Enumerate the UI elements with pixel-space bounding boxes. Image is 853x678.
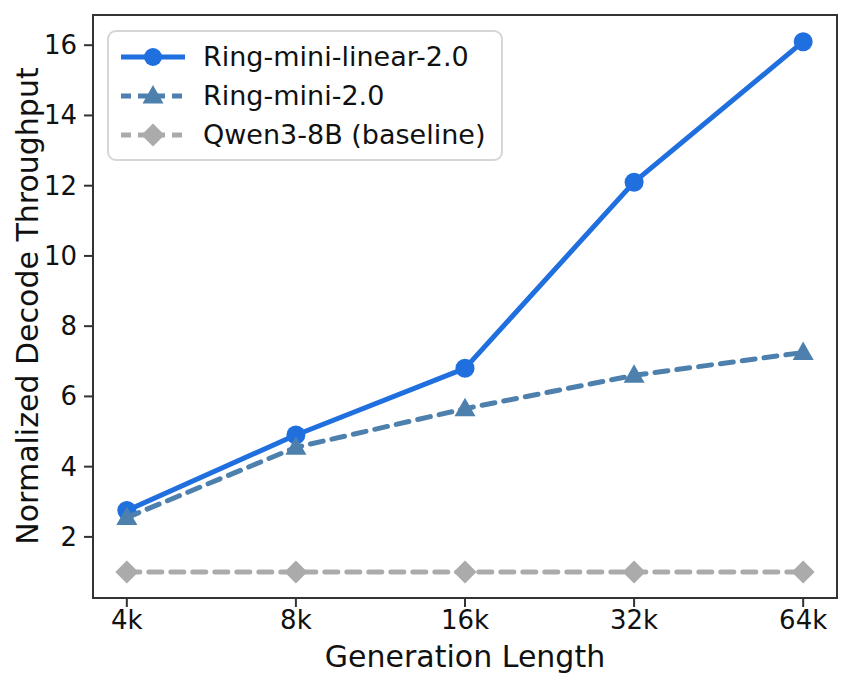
diamond-marker — [284, 561, 307, 584]
diamond-icon — [142, 123, 165, 146]
x-tick-label: 64k — [779, 605, 827, 635]
y-tick-label: 10 — [44, 241, 77, 271]
legend-label: Ring-mini-2.0 — [203, 82, 384, 109]
y-tick-label: 2 — [60, 522, 77, 552]
circle-marker — [794, 32, 813, 51]
x-tick-label: 32k — [610, 605, 658, 635]
diamond-marker — [623, 561, 646, 584]
y-tick-label: 14 — [44, 100, 77, 130]
chart-figure: 2 4 6 8 10 12 14 16 4k 8k 16k 32k 64k Generation Len… — [0, 0, 853, 678]
x-axis-title: Generation Length — [325, 639, 605, 674]
legend-label: Ring-mini-linear-2.0 — [203, 43, 469, 70]
x-tick-label: 4k — [111, 605, 143, 635]
circle-marker — [625, 173, 644, 192]
legend-circle-swatch-icon — [119, 42, 187, 72]
y-tick-label: 6 — [60, 381, 77, 411]
legend-label: Qwen3-8B (baseline) — [203, 121, 485, 148]
legend-item-ring-mini-linear-2-0: Ring-mini-linear-2.0 — [119, 37, 501, 76]
x-tick-label: 16k — [441, 605, 489, 635]
legend-diamond-swatch-icon — [119, 120, 187, 150]
legend-box: Ring-mini-linear-2.0 Ring-mini-2.0 Qwen3-8… — [107, 30, 503, 161]
triangle-marker — [793, 342, 814, 361]
diamond-marker — [454, 561, 477, 584]
x-tick-label: 8k — [280, 605, 312, 635]
circle-marker — [456, 359, 475, 378]
y-tick-label: 12 — [44, 171, 77, 201]
legend-item-ring-mini-2-0: Ring-mini-2.0 — [119, 76, 501, 115]
diamond-marker — [792, 561, 815, 584]
diamond-marker — [115, 561, 138, 584]
y-tick-label: 16 — [44, 30, 77, 60]
y-tick-label: 4 — [60, 452, 77, 482]
legend-item-qwen3-8b-baseline-: Qwen3-8B (baseline) — [119, 115, 501, 154]
legend-triangle-swatch-icon — [119, 81, 187, 111]
y-tick-label: 8 — [60, 311, 77, 341]
y-axis-title: Normalized Decode Throughput — [10, 67, 45, 544]
circle-icon — [144, 48, 162, 66]
